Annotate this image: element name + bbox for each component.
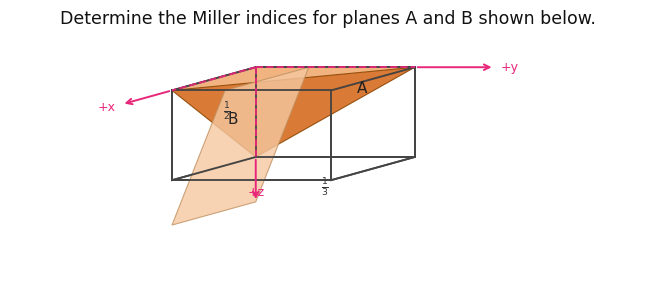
Text: +x: +x [98,101,115,114]
Polygon shape [172,67,415,157]
Text: +y: +y [500,61,519,74]
Text: +z: +z [247,186,265,199]
Polygon shape [172,67,309,225]
Text: Determine the Miller indices for planes A and B shown below.: Determine the Miller indices for planes … [60,10,595,28]
Text: A: A [358,81,367,96]
Text: $\frac{1}{2}$: $\frac{1}{2}$ [223,101,231,123]
Text: $\frac{1}{3}$: $\frac{1}{3}$ [321,177,329,199]
Text: B: B [228,112,238,127]
Polygon shape [172,67,415,90]
